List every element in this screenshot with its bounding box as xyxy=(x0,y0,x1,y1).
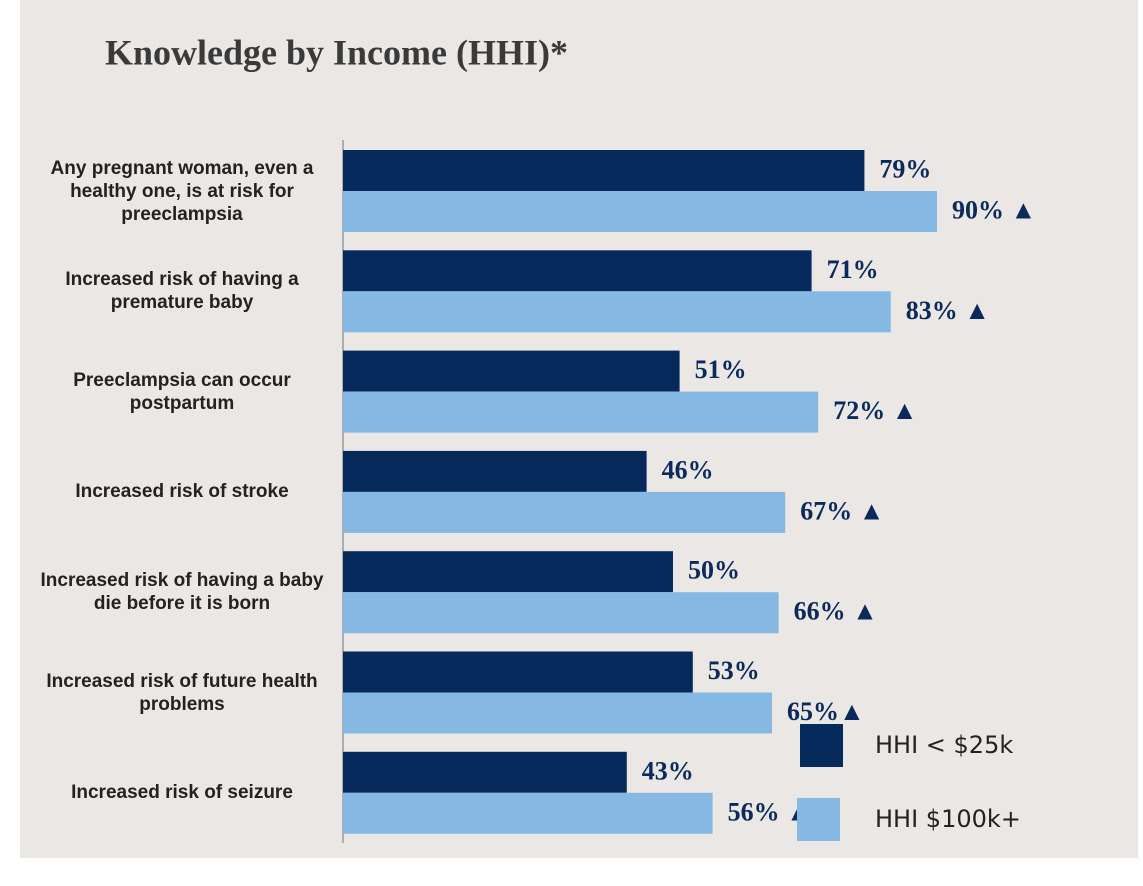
value-label: 46% xyxy=(662,455,714,484)
value-label: 50% xyxy=(688,556,740,585)
value-label: 51% xyxy=(695,355,747,384)
bar xyxy=(343,250,812,292)
value-label: 53% xyxy=(708,656,760,685)
value-label: 65%▲ xyxy=(787,697,865,726)
bar xyxy=(343,191,937,232)
bar xyxy=(343,592,779,634)
value-label: 79% xyxy=(879,154,931,183)
bar xyxy=(343,792,713,834)
bar xyxy=(343,450,647,492)
bar xyxy=(343,751,627,793)
bar xyxy=(343,651,693,693)
category-label: Preeclampsia can occur postpartum xyxy=(73,369,291,414)
category-label: Increased risk of having a baby die befo… xyxy=(40,570,324,615)
legend-label: HHI < $25k xyxy=(875,731,1013,759)
category-label: Increased risk of seizure xyxy=(71,782,293,804)
legend-label: HHI $100k+ xyxy=(875,805,1021,833)
bar xyxy=(343,291,891,333)
legend-swatch xyxy=(800,724,843,767)
bar xyxy=(343,391,819,433)
category-label: Increased risk of future health problems xyxy=(46,670,318,715)
value-label: 72% ▲ xyxy=(833,396,917,425)
category-label: Increased risk of having a premature bab… xyxy=(65,269,299,314)
value-label: 90% ▲ xyxy=(952,195,1036,224)
legend-swatch xyxy=(797,798,840,841)
bar xyxy=(343,350,680,392)
bar xyxy=(343,150,865,191)
category-label: Any pregnant woman, even a healthy one, … xyxy=(50,157,314,225)
bar xyxy=(343,551,673,593)
category-label: Increased risk of stroke xyxy=(75,481,289,503)
value-label: 66% ▲ xyxy=(794,597,878,626)
value-label: 43% xyxy=(642,756,694,785)
value-label: 67% ▲ xyxy=(800,496,884,525)
value-label: 83% ▲ xyxy=(906,296,990,325)
value-label: 71% xyxy=(827,255,879,284)
bar xyxy=(343,491,786,533)
bar xyxy=(343,692,772,734)
chart-title: Knowledge by Income (HHI)* xyxy=(105,32,568,72)
